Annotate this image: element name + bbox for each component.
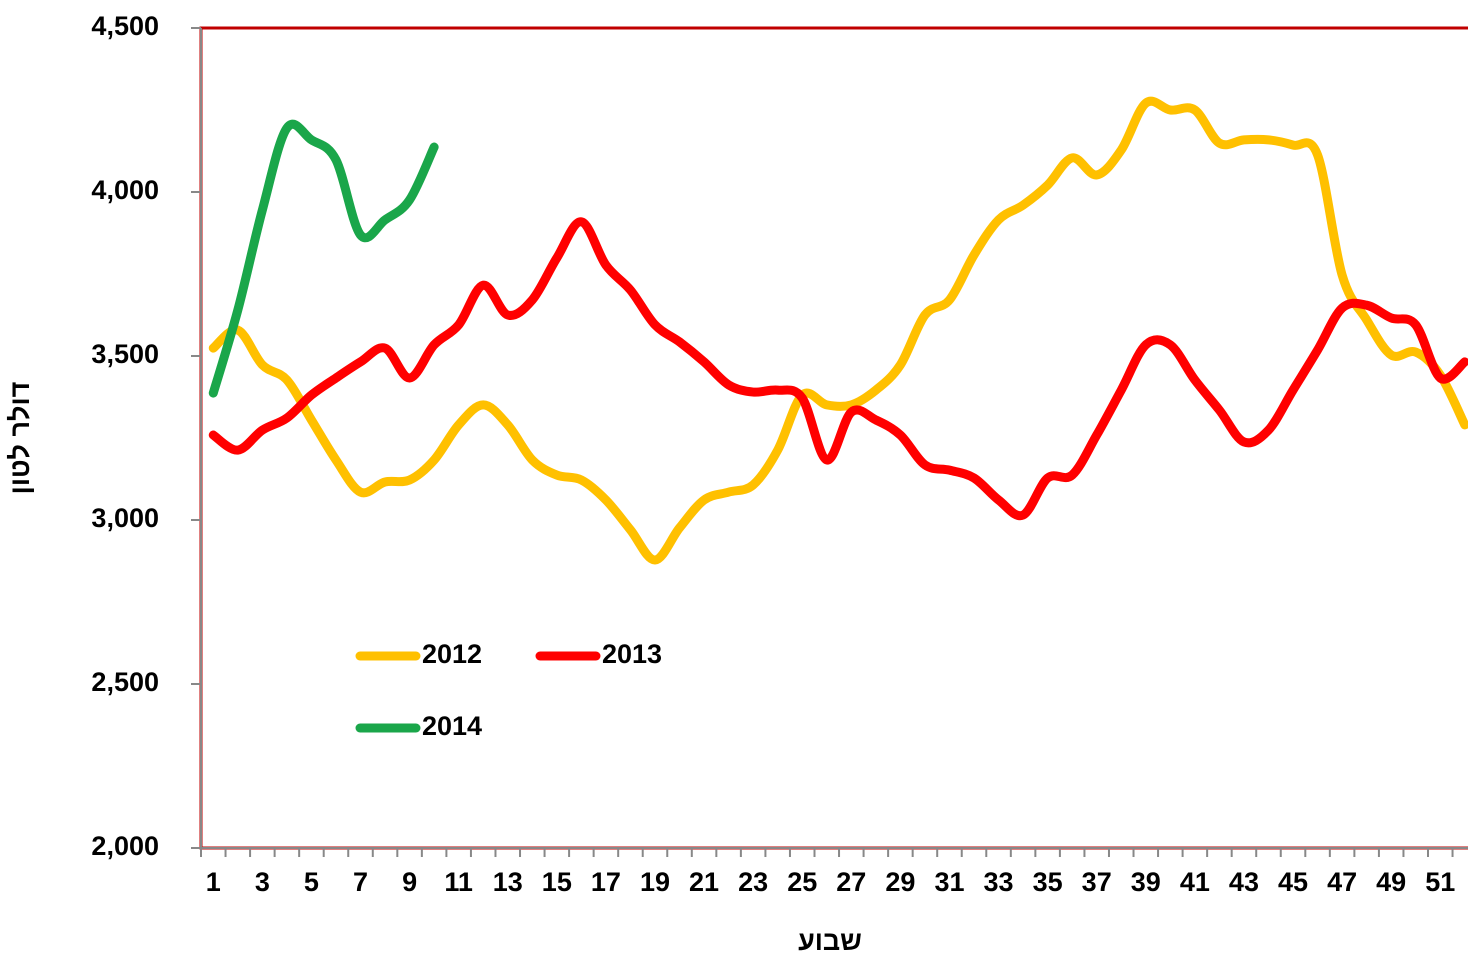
x-tick-label: 15: [542, 867, 572, 897]
x-tick-label: 49: [1376, 867, 1406, 897]
x-tick-label: 25: [787, 867, 817, 897]
x-tick-label: 37: [1082, 867, 1112, 897]
x-tick-label: 13: [493, 867, 523, 897]
x-tick-label: 35: [1033, 867, 1063, 897]
y-axis-label: דולר לטון: [5, 382, 35, 495]
y-tick-label: 4,000: [91, 175, 159, 205]
legend-label: 2013: [602, 639, 662, 669]
x-tick-label: 3: [255, 867, 270, 897]
x-tick-label: 19: [640, 867, 670, 897]
x-tick-label: 33: [984, 867, 1014, 897]
x-tick-label: 51: [1425, 867, 1455, 897]
y-tick-label: 3,000: [91, 503, 159, 533]
x-tick-label: 43: [1229, 867, 1259, 897]
x-tick-label: 7: [353, 867, 368, 897]
x-tick-label: 47: [1327, 867, 1357, 897]
x-tick-label: 31: [934, 867, 964, 897]
y-tick-label: 3,500: [91, 339, 159, 369]
series-line: [208, 217, 1468, 521]
x-tick-label: 5: [304, 867, 319, 897]
series-line: [208, 119, 439, 398]
series-line: [208, 96, 1468, 565]
x-tick-label: 9: [402, 867, 417, 897]
y-tick-label: 2,500: [91, 667, 159, 697]
x-tick-label: 45: [1278, 867, 1308, 897]
x-tick-label: 11: [444, 867, 473, 897]
x-tick-label: 21: [689, 867, 719, 897]
x-tick-label: 1: [206, 867, 221, 897]
x-tick-label: 17: [591, 867, 621, 897]
x-axis-label: שבוע: [798, 926, 862, 956]
x-tick-label: 27: [836, 867, 866, 897]
y-tick-label: 2,000: [91, 831, 159, 861]
legend-label: 2012: [422, 639, 482, 669]
y-tick-label: 4,500: [91, 11, 159, 41]
x-tick-label: 41: [1180, 867, 1210, 897]
x-tick-label: 23: [738, 867, 768, 897]
x-tick-label: 39: [1131, 867, 1161, 897]
x-tick-label: 29: [885, 867, 915, 897]
legend-label: 2014: [422, 711, 482, 741]
